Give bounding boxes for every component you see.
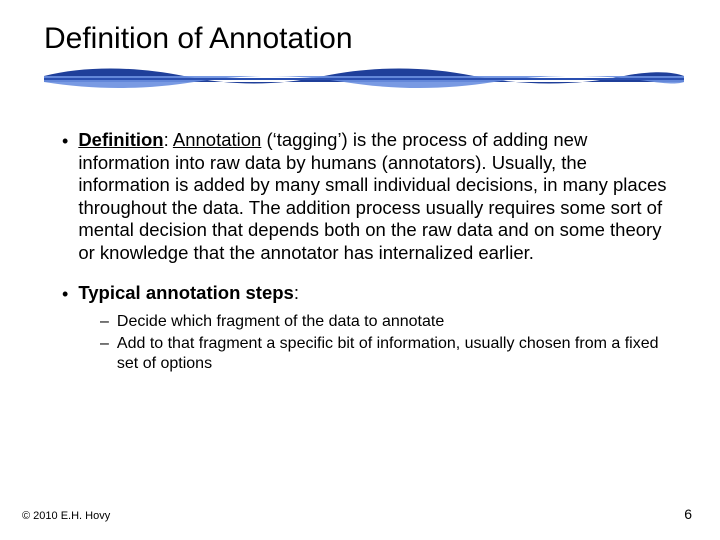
sub-bullet-text: Decide which fragment of the data to ann…: [117, 312, 444, 332]
bullet-text: Typical annotation steps:: [78, 282, 299, 305]
bullet-marker-icon: •: [62, 129, 68, 153]
bullet-marker-icon: •: [62, 282, 68, 306]
footer-page-number: 6: [684, 506, 692, 522]
wave-divider: [44, 62, 684, 94]
bullet-lead: Definition: [78, 129, 163, 150]
footer-copyright: © 2010 E.H. Hovy: [22, 510, 110, 522]
slide: Definition of Annotation • Definition: A…: [0, 0, 720, 540]
bullet-item: • Definition: Annotation (‘tagging’) is …: [62, 129, 676, 264]
bullet-item: • Typical annotation steps:: [62, 282, 676, 306]
sub-bullet-marker-icon: –: [100, 334, 109, 354]
slide-body: • Definition: Annotation (‘tagging’) is …: [44, 129, 676, 373]
slide-title: Definition of Annotation: [44, 22, 676, 56]
sub-bullet-text: Add to that fragment a specific bit of i…: [117, 334, 676, 373]
bullet-sep: :: [294, 282, 299, 303]
bullet-second-uline: Annotation: [173, 129, 261, 150]
sub-bullet-marker-icon: –: [100, 312, 109, 332]
bullet-sep: :: [164, 129, 173, 150]
sub-bullet-item: – Add to that fragment a specific bit of…: [100, 334, 676, 373]
bullet-lead: Typical annotation steps: [78, 282, 294, 303]
sub-bullet-list: – Decide which fragment of the data to a…: [62, 312, 676, 373]
sub-bullet-item: – Decide which fragment of the data to a…: [100, 312, 676, 332]
bullet-text: Definition: Annotation (‘tagging’) is th…: [78, 129, 676, 264]
